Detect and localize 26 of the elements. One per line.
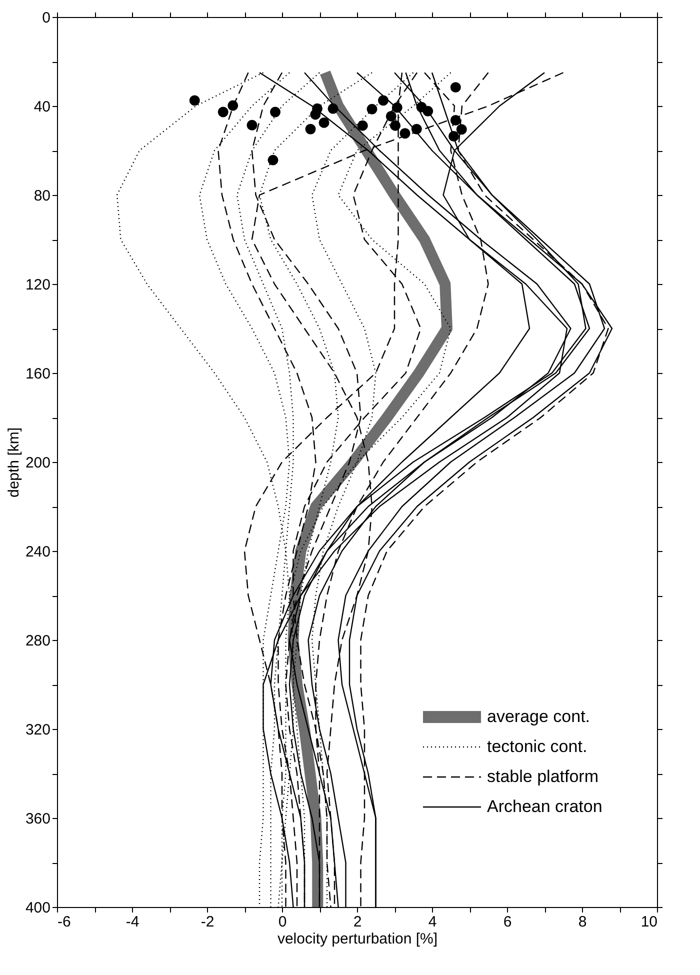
x-tick-label: 10: [640, 914, 658, 930]
y-tick-label: 40: [34, 98, 50, 116]
legend-label: tectonic cont.: [487, 737, 588, 756]
x-tick-label: -2: [200, 914, 214, 930]
y-tick-label: 120: [25, 276, 50, 294]
x-tick-label: 2: [353, 914, 362, 930]
y-tick-label: 80: [34, 188, 50, 204]
y-tick-label: 280: [25, 632, 50, 650]
legend-label: stable platform: [487, 767, 598, 786]
y-tick-label: 360: [25, 810, 50, 828]
x-tick-label: 4: [428, 914, 437, 930]
legend-label: Archean craton: [487, 797, 602, 816]
legend-label: average cont.: [487, 707, 590, 726]
x-tick-label: -6: [58, 914, 71, 930]
x-tick-label: -4: [126, 914, 140, 930]
y-tick-label: 240: [25, 544, 50, 560]
y-tick-label: 160: [25, 366, 50, 382]
y-tick-label: 0: [42, 10, 50, 26]
y-tick-label: 200: [25, 454, 50, 472]
x-tick-label: 6: [503, 914, 512, 930]
x-axis-title: velocity perturbation [%]: [277, 930, 438, 948]
x-tick-label: 8: [578, 914, 587, 930]
y-tick-label: 320: [25, 722, 50, 738]
x-tick-label: 0: [278, 914, 287, 930]
y-tick-label: 400: [25, 900, 50, 916]
y-axis-title: depth [km]: [5, 427, 22, 498]
